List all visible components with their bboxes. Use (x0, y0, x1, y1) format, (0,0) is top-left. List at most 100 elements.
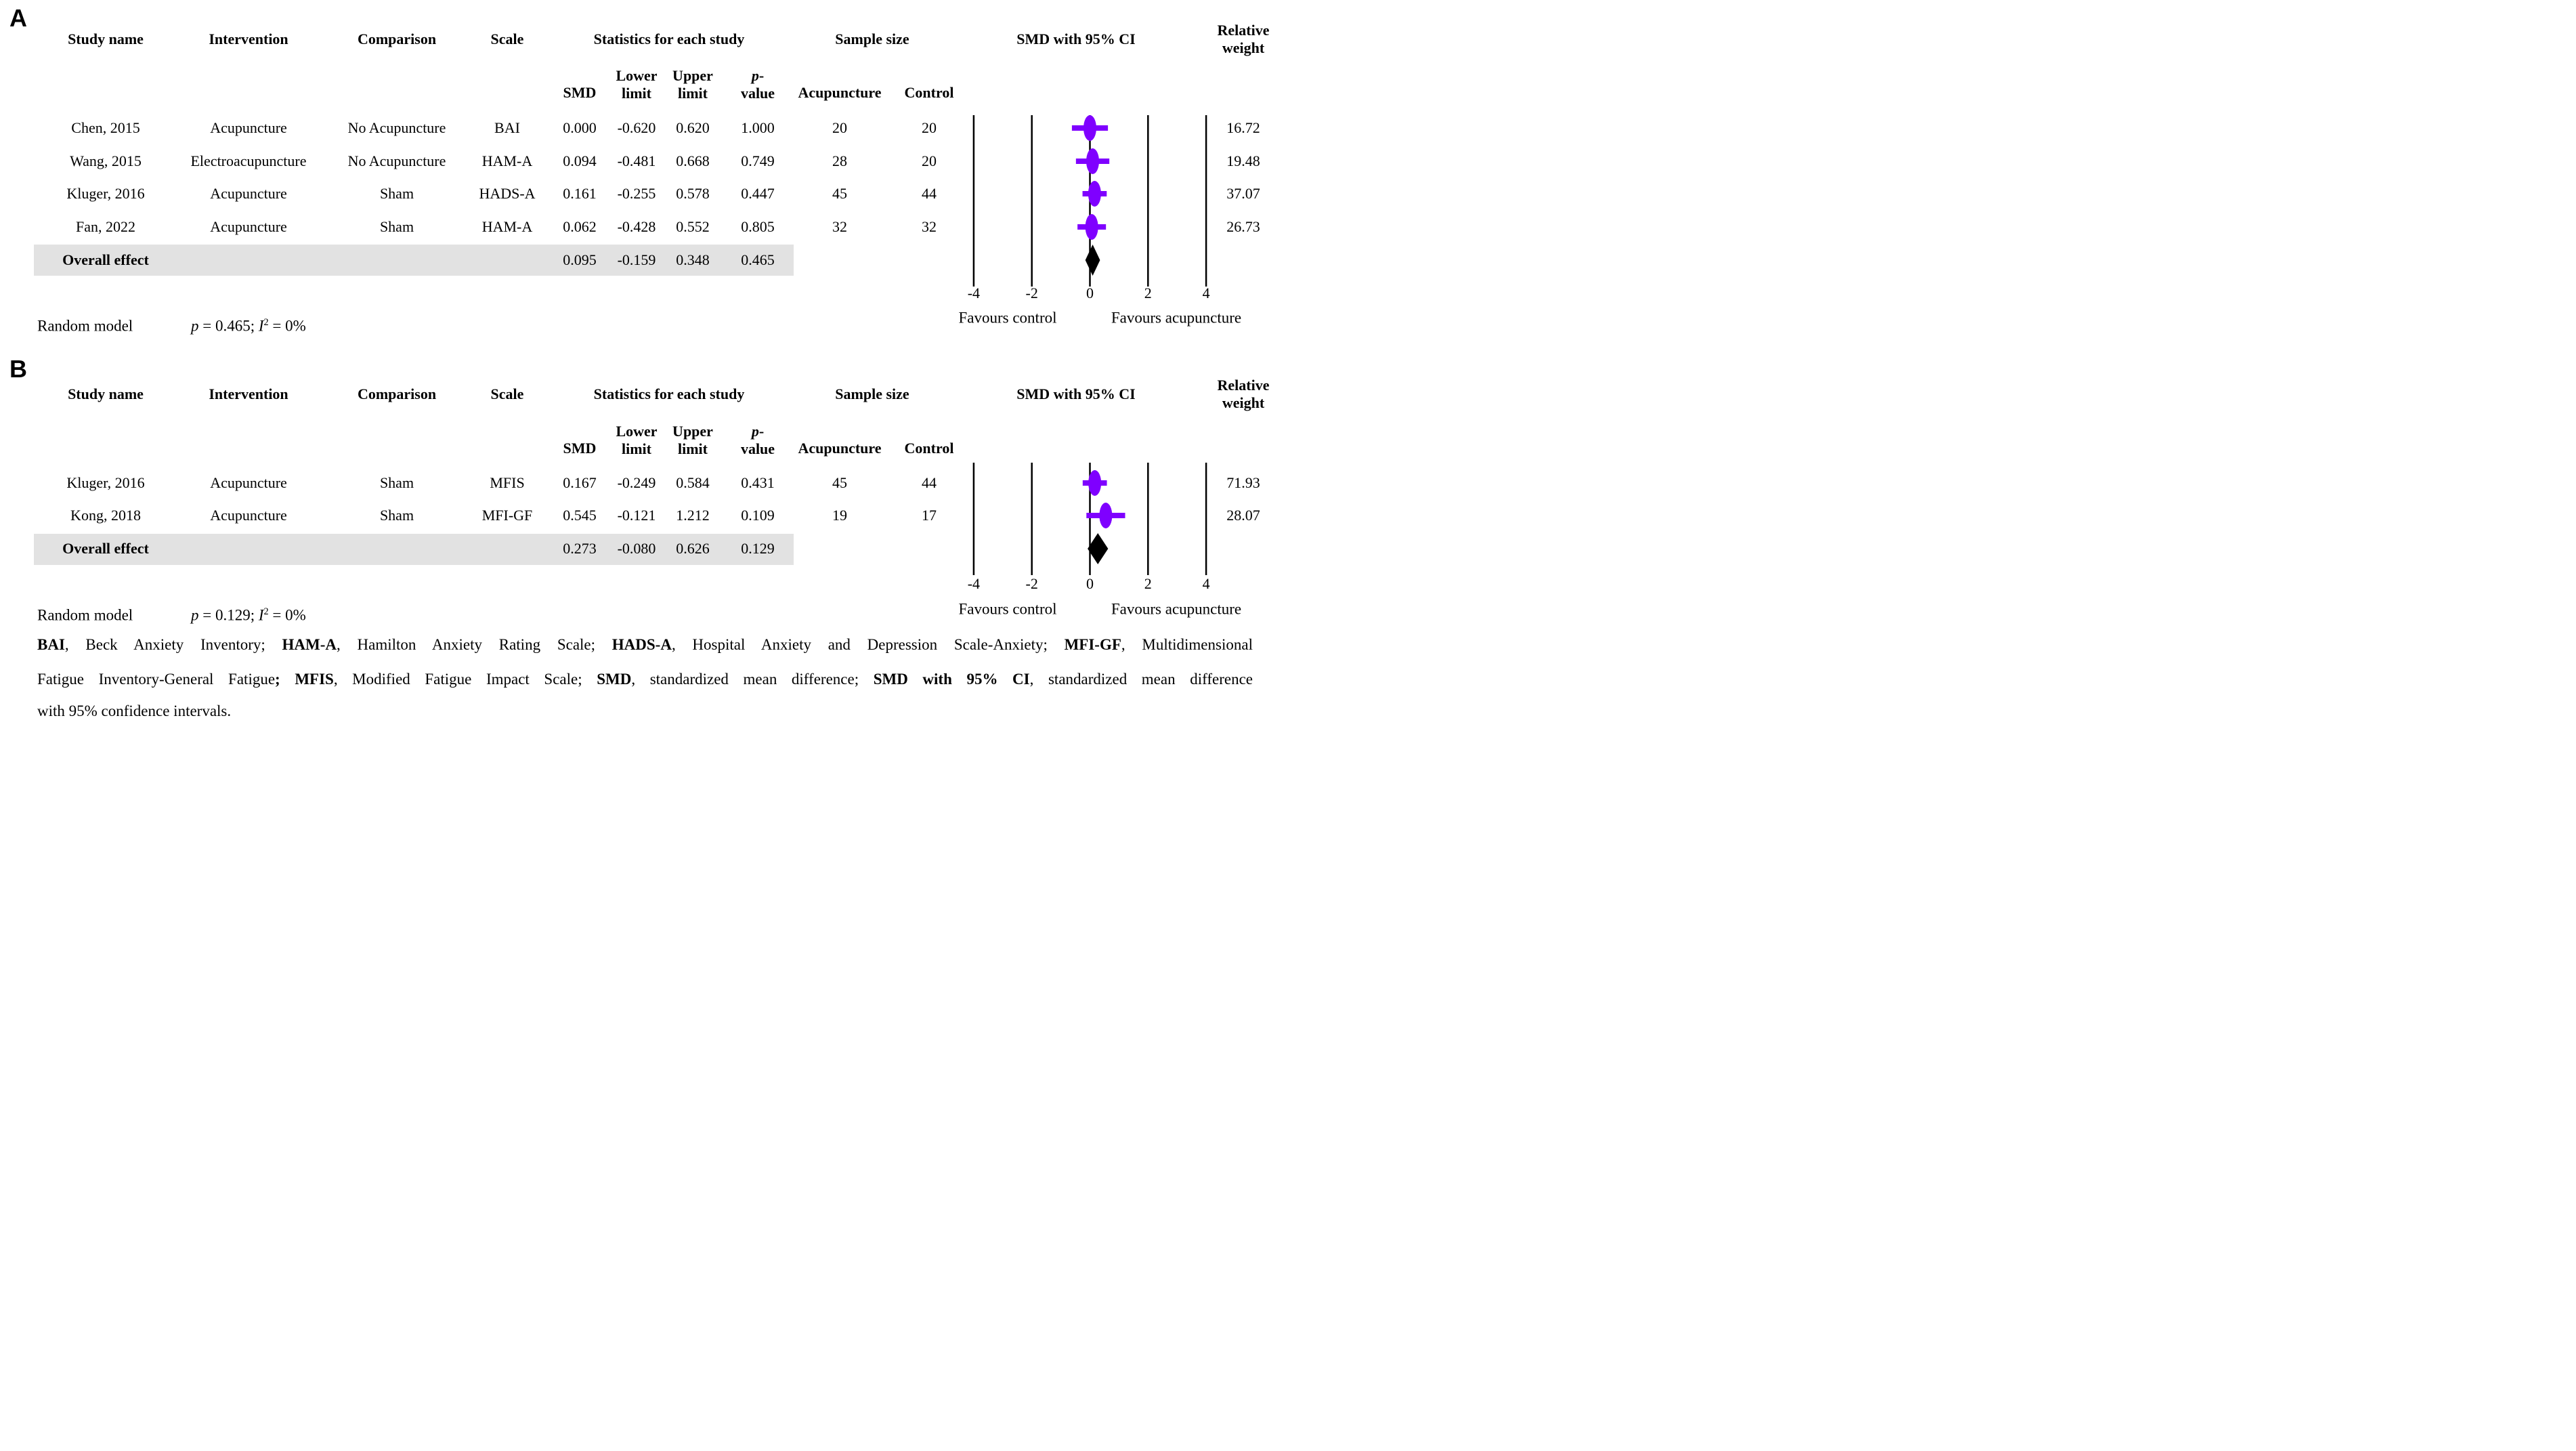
cell-p-value: 0.431 (741, 474, 775, 492)
overall-p-value: 0.129 (741, 540, 775, 558)
cell-study-name: Kong, 2018 (70, 507, 141, 524)
col-header-study: Study name (68, 30, 144, 48)
text-run: Upper (672, 423, 713, 440)
text-run: Fatigue Inventory-General Fatigue (37, 671, 276, 688)
col-header-intervention: Intervention (209, 30, 288, 48)
axis-tick-label: -2 (1025, 285, 1038, 302)
text-run: - (758, 423, 765, 440)
cell-upper-limit: 1.212 (676, 507, 710, 524)
model-label: Random model (37, 606, 133, 624)
text-run: weight (1222, 39, 1265, 56)
text-run: I (258, 317, 264, 335)
text-run: p (751, 67, 759, 85)
cell-p-value: 0.749 (741, 152, 775, 170)
cell-intervention: Acupuncture (210, 507, 287, 524)
cell-intervention: Acupuncture (210, 185, 287, 203)
axis-tick-label: 4 (1202, 575, 1210, 593)
col-header-comparison: Comparison (357, 30, 437, 48)
cell-sample-acupuncture: 28 (832, 152, 847, 170)
favours-control-label: Favours control (958, 600, 1057, 618)
overall-lower-limit: -0.159 (617, 251, 656, 269)
text-run: value (740, 85, 775, 102)
text-run: Relative (1217, 377, 1270, 394)
col-header-relative-weight: Relative weight (1218, 22, 1270, 57)
cell-comparison: Sham (379, 474, 414, 492)
text-run: , Beck Anxiety Inventory; (64, 636, 282, 653)
cell-smd: 0.062 (563, 218, 597, 236)
footnote-line: BAI, Beck Anxiety Inventory; HAM-A, Hami… (37, 635, 1253, 654)
forest-plot-panel-A (972, 115, 1207, 287)
overall-p-value: 0.465 (741, 251, 775, 269)
overall-effect-label: Overall effect (62, 251, 149, 269)
cell-scale: HAM-A (481, 218, 533, 236)
col-header-statistics-group: Statistics for each study (593, 30, 745, 48)
effect-marker (1099, 503, 1113, 528)
col-header-statistics-group: Statistics for each study (593, 385, 745, 403)
effect-marker (1085, 214, 1098, 240)
col-header-upper-limit: Upper limit (672, 423, 713, 458)
cell-upper-limit: 0.668 (676, 152, 710, 170)
cell-study-name: Chen, 2015 (71, 119, 140, 137)
cell-lower-limit: -0.249 (617, 474, 656, 492)
text-run: = 0.465; (198, 317, 259, 335)
cell-lower-limit: -0.255 (617, 185, 656, 203)
cell-intervention: Acupuncture (210, 119, 287, 137)
col-header-sample-size-group: Sample size (835, 385, 909, 403)
overall-upper-limit: 0.348 (676, 251, 710, 269)
axis-tick-label: -2 (1025, 575, 1038, 593)
overall-row-highlight (34, 245, 794, 276)
col-header-p-value: p-value (741, 423, 775, 458)
text-run: value (740, 440, 775, 457)
text-run: Relative (1217, 22, 1270, 39)
axis-tick-label: 0 (1086, 575, 1094, 593)
cell-intervention: Acupuncture (210, 474, 287, 492)
axis-tick-label: -4 (967, 285, 981, 302)
text-run: 2 (263, 316, 269, 328)
cell-relative-weight: 16.72 (1226, 119, 1260, 137)
favours-control-label: Favours control (958, 309, 1057, 327)
col-header-scale: Scale (490, 385, 524, 403)
col-header-smd-ci: SMD with 95% CI (1016, 30, 1136, 48)
text-run: weight (1222, 394, 1265, 411)
favours-acupuncture-label: Favours acupuncture (1111, 600, 1242, 618)
overall-effect-label: Overall effect (62, 540, 149, 558)
footnote-line: with 95% confidence intervals. (37, 702, 1253, 721)
cell-comparison: Sham (379, 507, 414, 524)
forest-plot-panel-B (972, 463, 1207, 575)
overall-upper-limit: 0.626 (676, 540, 710, 558)
cell-smd: 0.000 (563, 119, 597, 137)
cell-sample-acupuncture: 45 (832, 185, 847, 203)
cell-smd: 0.094 (563, 152, 597, 170)
col-header-study: Study name (68, 385, 144, 403)
text-run: p (191, 317, 199, 335)
cell-study-name: Kluger, 2016 (66, 185, 145, 203)
cell-comparison: Sham (379, 185, 414, 203)
cell-comparison: No Acupuncture (347, 119, 446, 137)
cell-comparison: No Acupuncture (347, 152, 446, 170)
overall-lower-limit: -0.080 (617, 540, 656, 558)
col-header-scale: Scale (490, 30, 524, 48)
cell-sample-control: 17 (922, 507, 937, 524)
text-run: limit (677, 85, 708, 102)
cell-scale: MFI-GF (481, 507, 533, 524)
text-run: , standardized mean difference (1029, 671, 1253, 688)
cell-relative-weight: 19.48 (1226, 152, 1260, 170)
text-run: , standardized mean difference; (631, 671, 874, 688)
col-header-acupuncture: Acupuncture (798, 84, 882, 102)
text-run: Upper (672, 67, 713, 85)
overall-smd: 0.273 (563, 540, 597, 558)
text-run: SMD with 95% CI (873, 671, 1030, 688)
text-run: = 0% (268, 606, 306, 624)
text-run: ; (275, 671, 280, 688)
text-run: with 95% confidence intervals. (37, 702, 232, 719)
text-run: I (258, 606, 264, 624)
footnote-line: Fatigue Inventory-General Fatigue; MFIS,… (37, 670, 1253, 689)
model-stats: p = 0.465; I2 = 0% (191, 316, 306, 335)
text-run: HADS-A (611, 636, 672, 653)
cell-relative-weight: 37.07 (1226, 185, 1260, 203)
text-run: MFI-GF (1064, 636, 1121, 653)
cell-sample-control: 20 (922, 152, 937, 170)
col-header-sample-size-group: Sample size (835, 30, 909, 48)
text-run: 2 (263, 606, 269, 617)
text-run: , Modified Fatigue Impact Scale; (333, 671, 597, 688)
